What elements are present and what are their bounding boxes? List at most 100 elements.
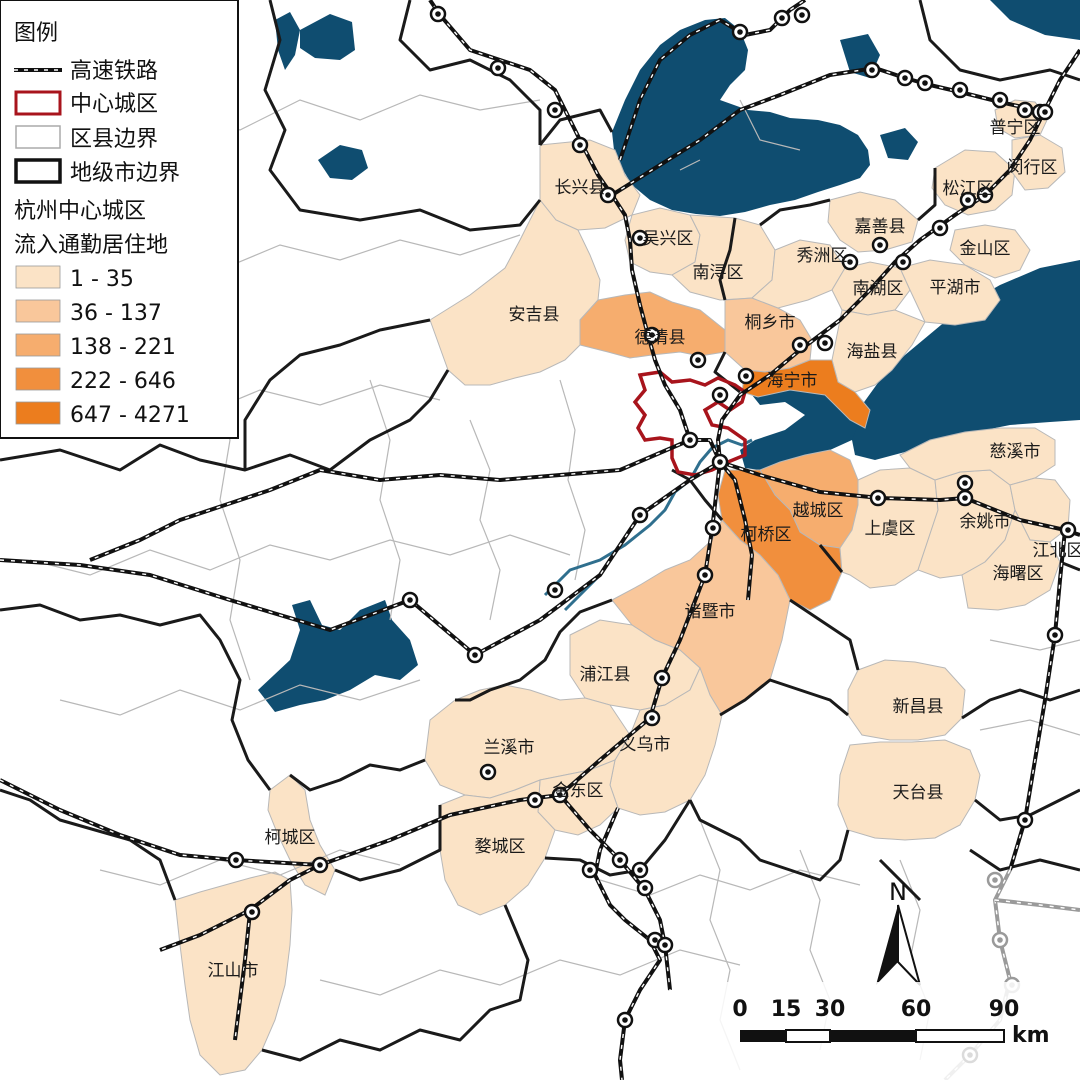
legend-swatch-1 xyxy=(15,299,61,323)
scale-tick-60: 60 xyxy=(901,997,932,1022)
legend-label-center: 中心城区 xyxy=(70,92,158,117)
place-label: 松江区 xyxy=(943,179,994,199)
place-label: 海曙区 xyxy=(993,564,1044,584)
station-icon xyxy=(791,336,809,354)
east-sea-north xyxy=(990,0,1080,40)
station-icon xyxy=(1046,626,1064,644)
north-arrow-right xyxy=(897,904,921,986)
station-icon xyxy=(599,186,617,204)
scale-tick-15: 15 xyxy=(771,997,802,1022)
station-icon xyxy=(976,186,994,204)
station-icon xyxy=(571,136,589,154)
station-icon xyxy=(863,61,881,79)
station-icon xyxy=(1059,521,1077,539)
station-icon xyxy=(816,334,834,352)
choropleth-regions xyxy=(174,99,1071,1076)
station-icon xyxy=(956,489,974,507)
station-icon xyxy=(991,91,1009,109)
place-label: 普宁区 xyxy=(990,118,1041,138)
reservoir-small3 xyxy=(880,128,918,160)
station-icon xyxy=(737,367,755,385)
legend-class-label-0: 1 - 35 xyxy=(70,267,134,292)
place-label: 慈溪市 xyxy=(990,442,1041,462)
region-cixi xyxy=(899,427,1056,486)
place-label: 秀洲区 xyxy=(797,246,848,266)
station-icon xyxy=(243,903,261,921)
place-label: 柯桥区 xyxy=(741,525,792,545)
place-label: 长兴县 xyxy=(555,178,606,198)
legend-item-city: 地级市边界 xyxy=(14,158,180,186)
legend-class-3: 222 - 646 xyxy=(15,367,176,394)
legend-class-label-4: 647 - 4271 xyxy=(70,403,190,428)
station-icon xyxy=(611,851,629,869)
legend-class-label-2: 138 - 221 xyxy=(70,335,176,360)
station-icon xyxy=(546,101,564,119)
station-icon xyxy=(696,566,714,584)
station-icon xyxy=(1016,101,1034,119)
place-label: 越城区 xyxy=(793,501,844,521)
legend-choropleth-title-2: 流入通勤居住地 xyxy=(14,233,168,258)
station-icon xyxy=(653,669,671,687)
legend-class-label-3: 222 - 646 xyxy=(70,369,176,394)
place-label: 浦江县 xyxy=(580,665,631,685)
hangzhou-center-area xyxy=(632,370,748,477)
station-icon xyxy=(311,856,329,874)
place-label: 江山市 xyxy=(208,961,259,981)
place-label: 闵行区 xyxy=(1007,158,1058,178)
rail-line xyxy=(718,460,754,601)
rail-line-dash xyxy=(559,794,671,991)
station-icon xyxy=(616,1011,634,1029)
place-label: 德清县 xyxy=(635,328,686,348)
place-label: 海盐县 xyxy=(847,342,898,362)
place-label: 平湖市 xyxy=(930,278,981,298)
place-label: 新昌县 xyxy=(893,697,944,717)
place-label: 安吉县 xyxy=(509,305,560,325)
legend-swatch-3 xyxy=(15,367,61,391)
place-label: 上虞区 xyxy=(865,519,916,539)
region-jiashan xyxy=(827,191,919,253)
place-label: 吴兴区 xyxy=(643,229,694,249)
station-icon xyxy=(959,191,977,209)
reservoir-north2 xyxy=(300,14,355,60)
station-icon xyxy=(631,861,649,879)
legend-class-1: 36 - 137 xyxy=(15,299,162,326)
legend: 图例 高速铁路 中心城区 区县边界 地级市边界 杭州中心城区 流入通勤居住地 1… xyxy=(0,0,239,439)
station-icon xyxy=(551,786,569,804)
station-icon xyxy=(1016,811,1034,829)
legend-class-2: 138 - 221 xyxy=(15,333,176,360)
station-icon xyxy=(731,23,749,41)
station-icon xyxy=(991,931,1009,949)
rail-line-dash xyxy=(429,0,721,463)
region-xiuzhou xyxy=(751,239,846,309)
scale-tick-90: 90 xyxy=(989,997,1020,1022)
region-songjiang xyxy=(931,149,1016,216)
place-label: 桐乡市 xyxy=(745,313,796,333)
place-label: 兰溪市 xyxy=(484,738,535,758)
station-icon xyxy=(401,591,419,609)
place-label: 南浔区 xyxy=(693,263,744,283)
region-jiangshan xyxy=(174,871,293,1076)
station-icon xyxy=(429,5,447,23)
place-label: 金山区 xyxy=(960,239,1011,259)
place-label: 义乌市 xyxy=(620,735,671,755)
region-tiantai xyxy=(837,739,981,841)
place-label: 天台县 xyxy=(893,783,944,803)
station-icon xyxy=(489,59,507,77)
north-arrow-left xyxy=(876,905,898,985)
north-arrow-label: N xyxy=(889,878,907,906)
station-icon xyxy=(711,386,729,404)
rail-line-dash xyxy=(89,439,691,561)
station-icon xyxy=(871,236,889,254)
legend-item-county: 区县边界 xyxy=(15,125,158,152)
station-icon xyxy=(643,326,661,344)
center-outline xyxy=(632,370,748,477)
station-icon xyxy=(643,709,661,727)
region-pinghu xyxy=(899,259,1001,326)
legend-item-rail: 高速铁路 xyxy=(14,59,158,84)
station-icon xyxy=(986,871,1004,889)
station-icon xyxy=(227,851,245,869)
scale-unit: km xyxy=(1012,1023,1050,1048)
legend-label-county: 区县边界 xyxy=(70,127,158,152)
legend-class-4: 647 - 4271 xyxy=(15,401,190,428)
region-haishu xyxy=(961,508,1061,611)
